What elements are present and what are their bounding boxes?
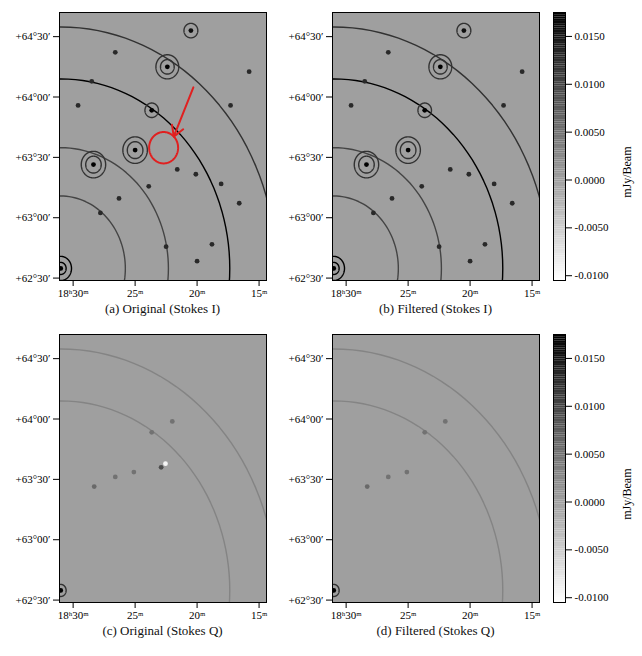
html-text:(a) Original (Stokes I): (a) Original (Stokes I) bbox=[104, 301, 221, 316]
svg-text:25ᵐ: 25ᵐ bbox=[127, 609, 144, 621]
svg-text:15ᵐ: 15ᵐ bbox=[524, 287, 541, 299]
svg-text:+63°30′: +63°30′ bbox=[288, 151, 323, 163]
svg-text:+62°30′: +62°30′ bbox=[288, 272, 323, 284]
svg-text:+63°00′: +63°00′ bbox=[15, 211, 50, 223]
svg-text:25ᵐ: 25ᵐ bbox=[400, 287, 417, 299]
svg-text:+64°00′: +64°00′ bbox=[288, 91, 323, 103]
svg-text:0.0100: 0.0100 bbox=[575, 400, 606, 412]
html-text:(d) Filtered (Stokes Q): (d) Filtered (Stokes Q) bbox=[376, 623, 495, 638]
svg-text:20ᵐ: 20ᵐ bbox=[189, 609, 206, 621]
svg-text:+62°30′: +62°30′ bbox=[15, 594, 50, 606]
svg-text:18ʰ30ᵐ: 18ʰ30ᵐ bbox=[58, 609, 90, 621]
html-text:(c) Original (Stokes Q): (c) Original (Stokes Q) bbox=[102, 623, 223, 638]
svg-text:+63°30′: +63°30′ bbox=[288, 473, 323, 485]
svg-text:0.0100: 0.0100 bbox=[575, 78, 606, 90]
svg-text:+64°30′: +64°30′ bbox=[288, 352, 323, 364]
svg-text:20ᵐ: 20ᵐ bbox=[462, 287, 479, 299]
svg-text:+64°30′: +64°30′ bbox=[288, 30, 323, 42]
svg-text:+64°30′: +64°30′ bbox=[15, 352, 50, 364]
svg-text:+64°00′: +64°00′ bbox=[288, 413, 323, 425]
svg-text:+64°30′: +64°30′ bbox=[15, 30, 50, 42]
svg-text:+62°30′: +62°30′ bbox=[288, 594, 323, 606]
svg-text:25ᵐ: 25ᵐ bbox=[400, 609, 417, 621]
svg-text:+63°00′: +63°00′ bbox=[15, 533, 50, 545]
svg-text:0.0150: 0.0150 bbox=[575, 352, 606, 364]
svg-text:0.0150: 0.0150 bbox=[575, 30, 606, 42]
svg-text:0.0050: 0.0050 bbox=[575, 448, 606, 460]
svg-text:15ᵐ: 15ᵐ bbox=[524, 609, 541, 621]
svg-text:18ʰ30ᵐ: 18ʰ30ᵐ bbox=[331, 609, 363, 621]
svg-text:-0.0100: -0.0100 bbox=[575, 591, 609, 603]
svg-text:0.0050: 0.0050 bbox=[575, 126, 606, 138]
svg-text:+63°00′: +63°00′ bbox=[288, 211, 323, 223]
svg-text:25ᵐ: 25ᵐ bbox=[127, 287, 144, 299]
svg-text:15ᵐ: 15ᵐ bbox=[251, 287, 268, 299]
svg-text:0.0000: 0.0000 bbox=[575, 174, 606, 186]
html-text:(b) Filtered (Stokes I): (b) Filtered (Stokes I) bbox=[379, 301, 492, 316]
svg-text:mJy/Beam: mJy/Beam bbox=[620, 468, 634, 520]
svg-text:-0.0100: -0.0100 bbox=[575, 269, 609, 281]
svg-text:18ʰ30ᵐ: 18ʰ30ᵐ bbox=[58, 287, 90, 299]
svg-text:+64°00′: +64°00′ bbox=[15, 413, 50, 425]
svg-text:+62°30′: +62°30′ bbox=[15, 272, 50, 284]
svg-text:0.0000: 0.0000 bbox=[575, 496, 606, 508]
svg-text:+64°00′: +64°00′ bbox=[15, 91, 50, 103]
svg-text:-0.0050: -0.0050 bbox=[575, 221, 609, 233]
svg-text:+63°00′: +63°00′ bbox=[288, 533, 323, 545]
svg-text:+63°30′: +63°30′ bbox=[15, 151, 50, 163]
svg-text:mJy/Beam: mJy/Beam bbox=[620, 146, 634, 198]
svg-text:20ᵐ: 20ᵐ bbox=[462, 609, 479, 621]
svg-text:-0.0050: -0.0050 bbox=[575, 543, 609, 555]
svg-text:15ᵐ: 15ᵐ bbox=[251, 609, 268, 621]
svg-text:+63°30′: +63°30′ bbox=[15, 473, 50, 485]
svg-text:20ᵐ: 20ᵐ bbox=[189, 287, 206, 299]
svg-text:18ʰ30ᵐ: 18ʰ30ᵐ bbox=[331, 287, 363, 299]
